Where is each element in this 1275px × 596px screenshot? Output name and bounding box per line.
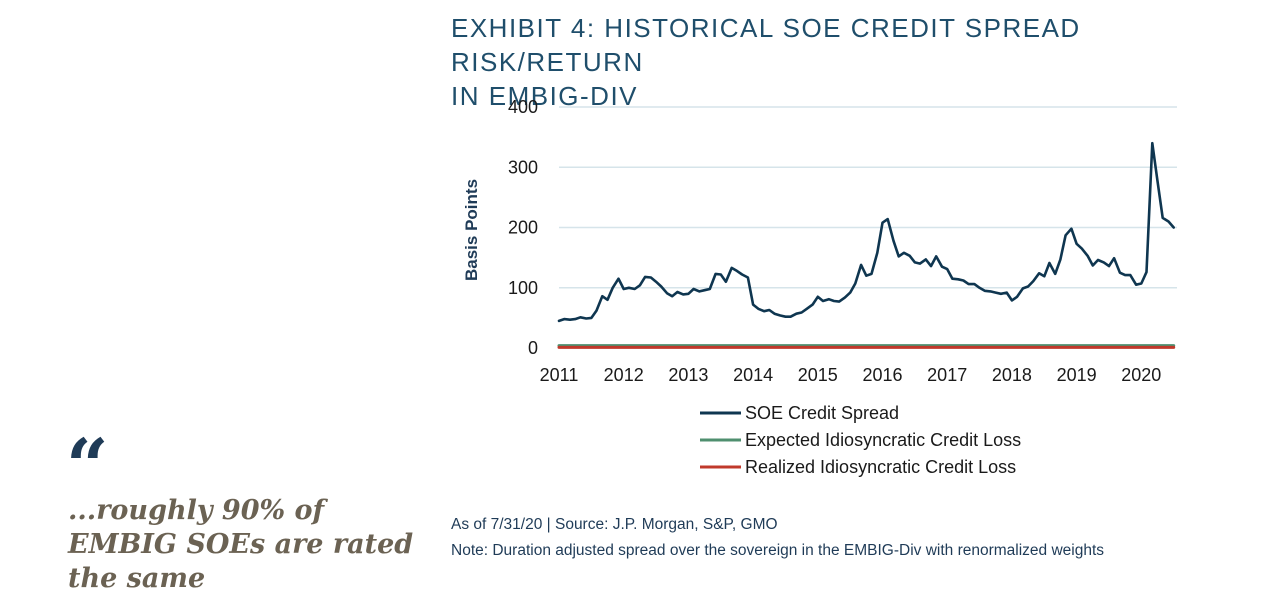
- legend-item: SOE Credit Spread: [700, 403, 899, 423]
- legend-label: SOE Credit Spread: [745, 403, 899, 423]
- legend-item: Expected Idiosyncratic Credit Loss: [700, 430, 1021, 450]
- x-tick-label: 2016: [862, 365, 902, 385]
- y-axis-title: Basis Points: [462, 179, 481, 281]
- y-tick-label: 0: [528, 338, 538, 358]
- y-tick-label: 100: [508, 278, 538, 298]
- y-axis-ticks: 0 100 200 300 400: [508, 97, 538, 358]
- x-tick-label: 2012: [604, 365, 644, 385]
- footnote: Note: Duration adjusted spread over the …: [451, 542, 1105, 559]
- legend: SOE Credit Spread Expected Idiosyncratic …: [700, 403, 1021, 477]
- legend-label: Realized Idiosyncratic Credit Loss: [745, 457, 1016, 477]
- y-tick-label: 200: [508, 218, 538, 238]
- soe-credit-spread-line: [557, 141, 1175, 323]
- source-note: As of 7/31/20 | Source: J.P. Morgan, S&P…: [451, 516, 778, 533]
- x-tick-label: 2011: [540, 365, 579, 385]
- x-tick-label: 2019: [1057, 365, 1097, 385]
- quote-mark: “: [66, 424, 109, 510]
- exhibit-title: EXHIBIT 4: HISTORICAL SOE CREDIT SPREAD …: [451, 11, 1251, 113]
- x-tick-label: 2017: [927, 365, 967, 385]
- x-tick-label: 2014: [733, 365, 773, 385]
- legend-label: Expected Idiosyncratic Credit Loss: [745, 430, 1021, 450]
- series-lines: [557, 141, 1176, 349]
- y-tick-label: 400: [508, 97, 538, 117]
- x-tick-label: 2020: [1121, 365, 1161, 385]
- x-tick-label: 2013: [668, 365, 708, 385]
- gridlines: [559, 106, 1177, 289]
- legend-item: Realized Idiosyncratic Credit Loss: [700, 457, 1016, 477]
- exhibit-title-line2: IN EMBIG-DIV: [451, 81, 639, 111]
- x-axis-ticks: 2011 2012 2013 2014 2015 2016 2017 2018 2019 2020: [540, 365, 1162, 385]
- x-tick-label: 2018: [992, 365, 1032, 385]
- y-tick-label: 300: [508, 157, 538, 177]
- exhibit-title-line1: EXHIBIT 4: HISTORICAL SOE CREDIT SPREAD …: [451, 13, 1081, 77]
- x-tick-label: 2015: [798, 365, 838, 385]
- pull-quote: ...roughly 90% of EMBIG SOEs are rated t…: [68, 495, 414, 594]
